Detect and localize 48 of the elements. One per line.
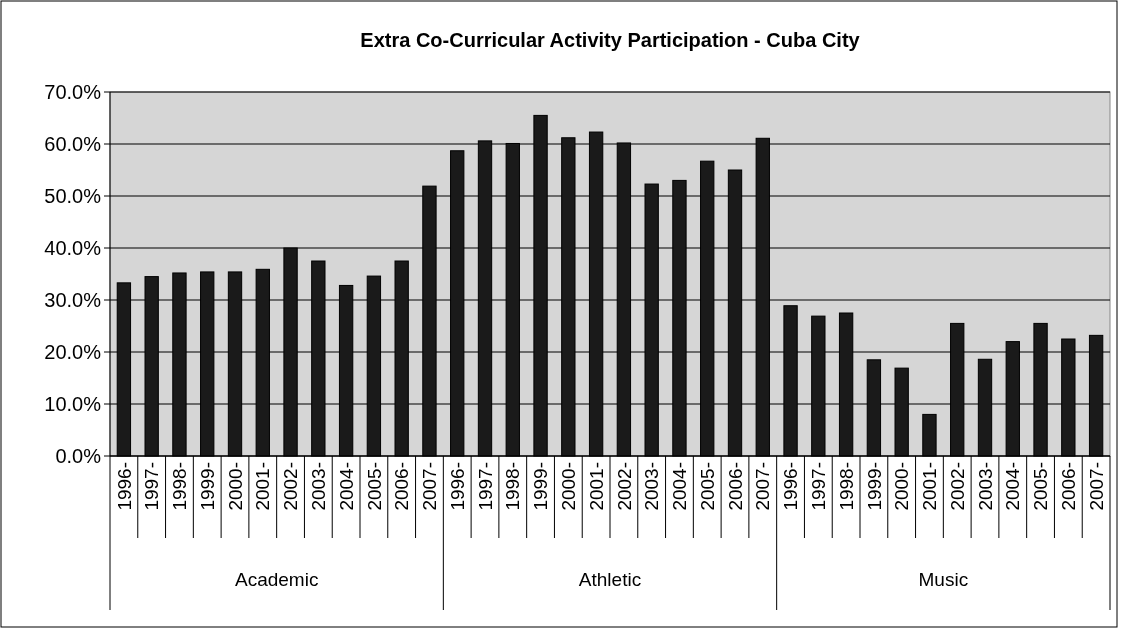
x-tick-label: 2001- bbox=[919, 462, 941, 511]
x-tick-label: 2003- bbox=[307, 462, 329, 511]
x-tick-label: 2005- bbox=[696, 462, 718, 511]
x-tick-label: 1998- bbox=[169, 462, 191, 511]
x-tick-label: 2004- bbox=[669, 462, 691, 511]
x-tick-label: 1998- bbox=[835, 462, 857, 511]
x-tick-label: 1996- bbox=[113, 462, 135, 511]
x-tick-label: 2004- bbox=[335, 462, 357, 511]
x-tick-label: 1996- bbox=[780, 462, 802, 511]
x-tick-label: 2005- bbox=[363, 462, 385, 511]
text: Academic bbox=[234, 569, 319, 590]
y-tick-label: 0.0% bbox=[55, 445, 102, 467]
x-tick-label: 2005- bbox=[1030, 462, 1052, 511]
y-tick-label: 40.0% bbox=[44, 237, 102, 259]
chart-title: Extra Co-Curricular Activity Participation - Cuba City bbox=[360, 29, 861, 51]
text: Music bbox=[918, 569, 969, 590]
y-tick-label: 10.0% bbox=[44, 393, 102, 415]
text: Athletic bbox=[578, 569, 642, 590]
x-tick-label: 1996- bbox=[446, 462, 468, 511]
x-tick-label: 2000- bbox=[891, 462, 913, 511]
x-tick-label: 2000- bbox=[557, 462, 579, 511]
y-tick-label: 30.0% bbox=[44, 289, 102, 311]
x-tick-label: 2002- bbox=[946, 462, 968, 511]
x-tick-label: 2001- bbox=[252, 462, 274, 511]
x-tick-label: 2002- bbox=[280, 462, 302, 511]
x-tick-label: 2007- bbox=[752, 462, 774, 511]
y-tick-label: 60.0% bbox=[44, 133, 102, 155]
y-tick-label: 50.0% bbox=[44, 185, 102, 207]
x-tick-label: 2002- bbox=[613, 462, 635, 511]
x-tick-label: 1997- bbox=[141, 462, 163, 511]
x-tick-label: 1997- bbox=[474, 462, 496, 511]
y-tick-label: 70.0% bbox=[44, 81, 102, 103]
x-tick-label: 2000- bbox=[224, 462, 246, 511]
x-tick-label: 2004- bbox=[1002, 462, 1024, 511]
x-tick-label: 2003- bbox=[974, 462, 996, 511]
x-tick-label: 2003- bbox=[641, 462, 663, 511]
x-tick-label: 2006- bbox=[724, 462, 746, 511]
y-tick-label: 20.0% bbox=[44, 341, 102, 363]
x-tick-label: 1999- bbox=[863, 462, 885, 511]
x-tick-label: 2006- bbox=[391, 462, 413, 511]
x-tick-label: 2007- bbox=[419, 462, 441, 511]
x-tick-label: 1998- bbox=[502, 462, 524, 511]
x-tick-label: 1999- bbox=[530, 462, 552, 511]
x-tick-label: 2001- bbox=[585, 462, 607, 511]
x-tick-label: 1997- bbox=[807, 462, 829, 511]
x-tick-label: 2006- bbox=[1057, 462, 1079, 511]
x-tick-label: 1999- bbox=[196, 462, 218, 511]
x-tick-label: 2007- bbox=[1085, 462, 1107, 511]
